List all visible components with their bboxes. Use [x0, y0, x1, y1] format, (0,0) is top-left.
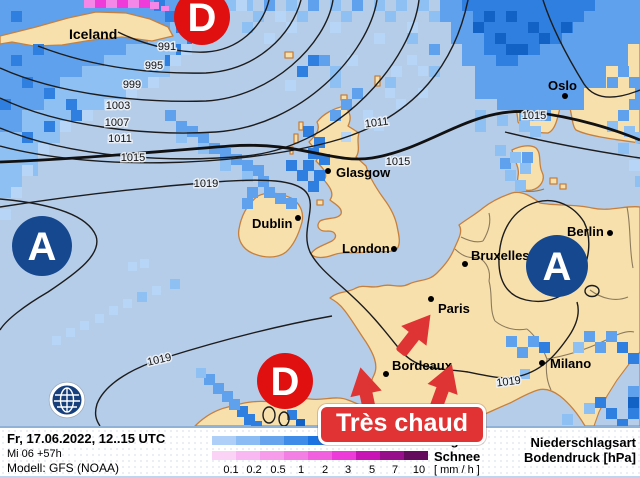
- low-symbol-iceland: [174, 0, 230, 45]
- isobars: [0, 0, 640, 426]
- pressure-label: 1007: [105, 117, 129, 129]
- snow-scale-label: Schnee: [434, 449, 481, 464]
- city-dot-london: [391, 246, 397, 252]
- snow-swatch: [212, 451, 236, 460]
- pressure-label: 1019: [194, 178, 218, 190]
- pressure-label: 1015: [121, 152, 145, 164]
- snow-swatch: [380, 451, 404, 460]
- low-symbol-biscay: [257, 353, 313, 409]
- tres-chaud-annotation: Très chaud: [318, 404, 486, 445]
- map-canvas: 991 995 999 1003 1007 1011 1011 1015 101…: [0, 0, 640, 426]
- model-run-line: Mi 06 +57h: [7, 448, 62, 460]
- rain-swatch: [236, 436, 260, 445]
- pressure-label: 999: [123, 79, 141, 91]
- city-label-oslo: Oslo: [548, 78, 577, 93]
- date-line: Fr, 17.06.2022, 12..15 UTC: [7, 431, 166, 446]
- snow-swatch: [356, 451, 380, 460]
- high-letter: A: [28, 225, 57, 269]
- precipitation-pixels: [0, 0, 640, 426]
- city-label-paris: Paris: [438, 301, 470, 316]
- city-dot-milano: [539, 360, 545, 366]
- city-label-dublin: Dublin: [252, 216, 292, 231]
- pressure-label: 1015: [522, 110, 546, 122]
- city-label-glasgow: Glasgow: [336, 165, 391, 180]
- pressure-systems: D D A A: [12, 0, 588, 409]
- low-letter: D: [271, 360, 300, 404]
- scale-tick: 7: [391, 464, 399, 476]
- pressure-labels: 991 995 999 1003 1007 1011 1011 1015 101…: [103, 40, 547, 391]
- scale-tick: 1: [297, 464, 305, 476]
- land-great-britain: [308, 105, 400, 259]
- scale-unit-label: [ mm / h ]: [434, 464, 480, 476]
- pressure-label: 995: [145, 60, 163, 72]
- scale-tick: 5: [368, 464, 376, 476]
- scale-tick: 0.1: [223, 464, 239, 476]
- city-labels: Iceland Oslo Glasgow Dublin London Bruxe…: [69, 26, 613, 377]
- snow-swatch: [260, 451, 284, 460]
- city-dot-dublin: [295, 215, 301, 221]
- pressure-label: 1019: [496, 375, 522, 390]
- low-letter: D: [188, 0, 217, 40]
- rain-swatch: [260, 436, 284, 445]
- pressure-title: Bodendruck [hPa]: [524, 450, 636, 465]
- city-dot-bordeaux: [383, 371, 389, 377]
- layer-titles: Niederschlagsart Bodendruck [hPa]: [524, 435, 636, 465]
- high-symbol-atlantic: [12, 216, 72, 276]
- snow-swatch: [332, 451, 356, 460]
- precip-type-title: Niederschlagsart: [530, 435, 637, 450]
- city-dot-oslo: [562, 93, 568, 99]
- rain-swatch: [212, 436, 236, 445]
- city-dot-bruxelles: [462, 261, 468, 267]
- pressure-label: 1003: [106, 100, 130, 112]
- snow-swatch: [308, 451, 332, 460]
- city-dot-berlin: [607, 230, 613, 236]
- snow-pixels: [84, 0, 169, 11]
- pressure-label: 1011: [108, 133, 132, 145]
- arrow-icon: [396, 314, 431, 357]
- snow-swatch: [236, 451, 260, 460]
- pressure-label: 1015: [386, 156, 410, 168]
- scale-tick: 10: [412, 464, 426, 476]
- model-name-line: Modell: GFS (NOAA): [7, 461, 120, 475]
- city-dot-paris: [428, 296, 434, 302]
- scale-tick: 0.5: [270, 464, 286, 476]
- scale-tick: 3: [344, 464, 352, 476]
- rain-swatch: [284, 436, 308, 445]
- globe-logo-icon: [48, 381, 86, 419]
- region-label-iceland: Iceland: [69, 26, 117, 42]
- scale-tick: 2: [321, 464, 329, 476]
- snow-swatch: [284, 451, 308, 460]
- city-label-london: London: [342, 241, 390, 256]
- weather-map: 991 995 999 1003 1007 1011 1011 1015 101…: [0, 0, 640, 426]
- city-label-bruxelles: Bruxelles: [471, 248, 530, 263]
- scale-tick: 0.2: [246, 464, 262, 476]
- high-symbol-germany: [526, 235, 588, 297]
- city-label-berlin: Berlin: [567, 224, 604, 239]
- city-label-bordeaux: Bordeaux: [392, 358, 453, 373]
- high-letter: A: [543, 245, 572, 289]
- pressure-label: 1011: [364, 116, 389, 131]
- city-dot-glasgow: [325, 168, 331, 174]
- snow-color-scale: [212, 451, 428, 460]
- pressure-label: 991: [158, 41, 176, 53]
- snow-swatch: [404, 451, 428, 460]
- city-label-milano: Milano: [550, 356, 591, 371]
